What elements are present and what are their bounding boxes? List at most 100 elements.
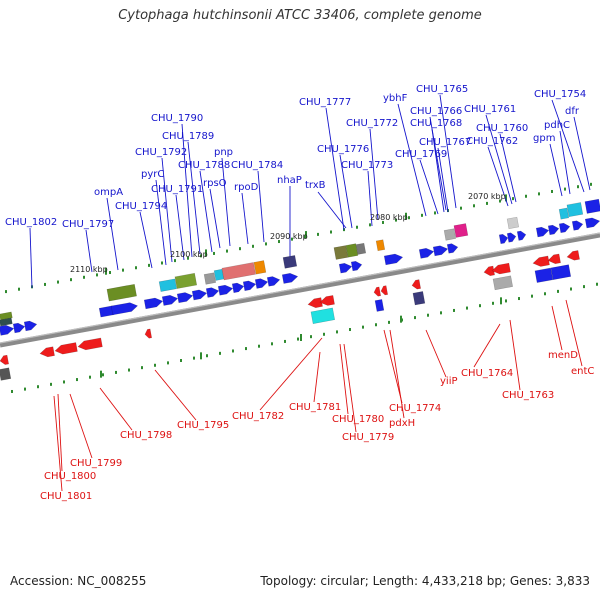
feature-block[interactable] [203,272,217,285]
gene-arrow[interactable] [12,322,26,334]
feature-block[interactable] [345,243,359,258]
gene-label[interactable]: CHU_1780 [332,414,384,425]
gene-arrow[interactable] [498,233,509,245]
feature-block[interactable] [550,264,572,280]
gene-label[interactable]: CHU_1765 [416,84,468,95]
feature-block[interactable] [106,283,137,302]
gene-arrow[interactable] [266,275,281,287]
gene-arrow[interactable] [242,280,257,291]
gene-arrow[interactable] [558,222,571,234]
gene-label[interactable]: ompA [94,187,123,198]
gene-label[interactable]: CHU_1795 [177,420,229,431]
gene-label[interactable]: CHU_1791 [151,184,203,195]
feature-block[interactable] [221,262,256,281]
feature-block[interactable] [374,299,385,312]
gene-label[interactable]: pdhC [544,120,570,131]
gene-arrow[interactable] [254,277,269,289]
gene-label[interactable]: entC [571,366,594,377]
gene-arrow[interactable] [506,232,517,243]
gene-arrow[interactable] [143,297,164,310]
gene-label[interactable]: CHU_1769 [395,149,447,160]
gene-arrow[interactable] [418,247,435,259]
gene-arrow[interactable] [373,286,382,297]
gene-label[interactable]: CHU_1792 [135,147,187,158]
gene-label[interactable]: CHU_1777 [299,97,351,108]
gene-label[interactable]: rpoD [234,182,259,193]
feature-block[interactable] [412,291,426,306]
gene-label[interactable]: nhaP [277,175,302,186]
gene-label[interactable]: CHU_1763 [502,390,554,401]
gene-label[interactable]: dfr [565,106,580,117]
gene-arrow[interactable] [144,328,153,339]
feature-block[interactable] [453,223,469,238]
gene-label[interactable]: CHU_1797 [62,219,114,230]
gene-label[interactable]: CHU_1774 [389,403,441,414]
gene-label[interactable]: CHU_1799 [70,458,122,469]
gene-arrow[interactable] [547,253,561,265]
feature-block[interactable] [213,268,225,281]
gene-arrow[interactable] [176,291,194,304]
feature-block[interactable] [534,267,554,283]
gene-arrow[interactable] [0,324,15,336]
gene-arrow[interactable] [383,253,404,266]
gene-label[interactable]: trxB [305,180,326,191]
gene-label[interactable]: CHU_1784 [231,160,283,171]
feature-block[interactable] [584,198,600,214]
feature-block[interactable] [355,242,367,255]
gene-arrow[interactable] [77,337,103,351]
gene-arrow[interactable] [535,226,550,238]
gene-arrow[interactable] [338,262,353,274]
feature-block[interactable] [158,278,177,292]
gene-arrow[interactable] [217,284,234,296]
gene-arrow[interactable] [411,279,421,290]
gene-label[interactable]: CHU_1790 [151,113,203,124]
gene-label[interactable]: menD [548,350,578,361]
gene-arrow[interactable] [491,262,511,275]
feature-block[interactable] [253,260,267,275]
gene-arrow[interactable] [39,346,55,358]
feature-block[interactable] [333,245,349,260]
feature-block[interactable] [282,255,298,269]
feature-block[interactable] [443,228,457,241]
gene-label[interactable]: CHU_1776 [317,144,369,155]
gene-label[interactable]: gpm [533,133,555,144]
gene-label[interactable]: CHU_1764 [461,368,513,379]
gene-arrow[interactable] [532,255,550,268]
feature-block[interactable] [174,272,198,289]
feature-block[interactable] [558,207,570,220]
gene-label[interactable]: CHU_1794 [115,201,167,212]
gene-label[interactable]: pnp [214,147,233,158]
feature-block[interactable] [375,239,386,252]
gene-label[interactable]: CHU_1762 [466,136,518,147]
gene-arrow[interactable] [584,217,600,229]
gene-arrow[interactable] [350,260,363,272]
feature-block[interactable] [506,216,520,230]
gene-arrow[interactable] [191,289,208,301]
gene-label[interactable]: CHU_1761 [464,104,516,115]
gene-label[interactable]: CHU_1767 [419,137,471,148]
gene-label[interactable]: CHU_1789 [162,131,214,142]
gene-arrow[interactable] [23,320,38,332]
gene-label[interactable]: CHU_1772 [346,118,398,129]
feature-block[interactable] [0,311,13,321]
feature-block[interactable] [566,202,584,218]
gene-arrow[interactable] [54,342,78,356]
feature-block[interactable] [0,367,12,381]
feature-block[interactable] [310,307,336,324]
gene-label[interactable]: CHU_1802 [5,217,57,228]
gene-arrow[interactable] [161,294,179,306]
gene-label[interactable]: yiiP [440,376,458,387]
gene-arrow[interactable] [205,286,220,298]
gene-arrow[interactable] [319,295,335,306]
gene-arrow[interactable] [432,244,449,257]
gene-label[interactable]: CHU_1768 [410,118,462,129]
gene-label[interactable]: CHU_1788 [178,160,230,171]
feature-block[interactable] [492,275,513,291]
gene-label[interactable]: CHU_1801 [40,491,92,502]
gene-label[interactable]: CHU_1760 [476,123,528,134]
gene-arrow[interactable] [110,301,139,316]
gene-label[interactable]: CHU_1773 [341,160,393,171]
gene-arrow[interactable] [547,224,560,236]
gene-arrow[interactable] [516,230,527,241]
gene-arrow[interactable] [0,354,9,365]
